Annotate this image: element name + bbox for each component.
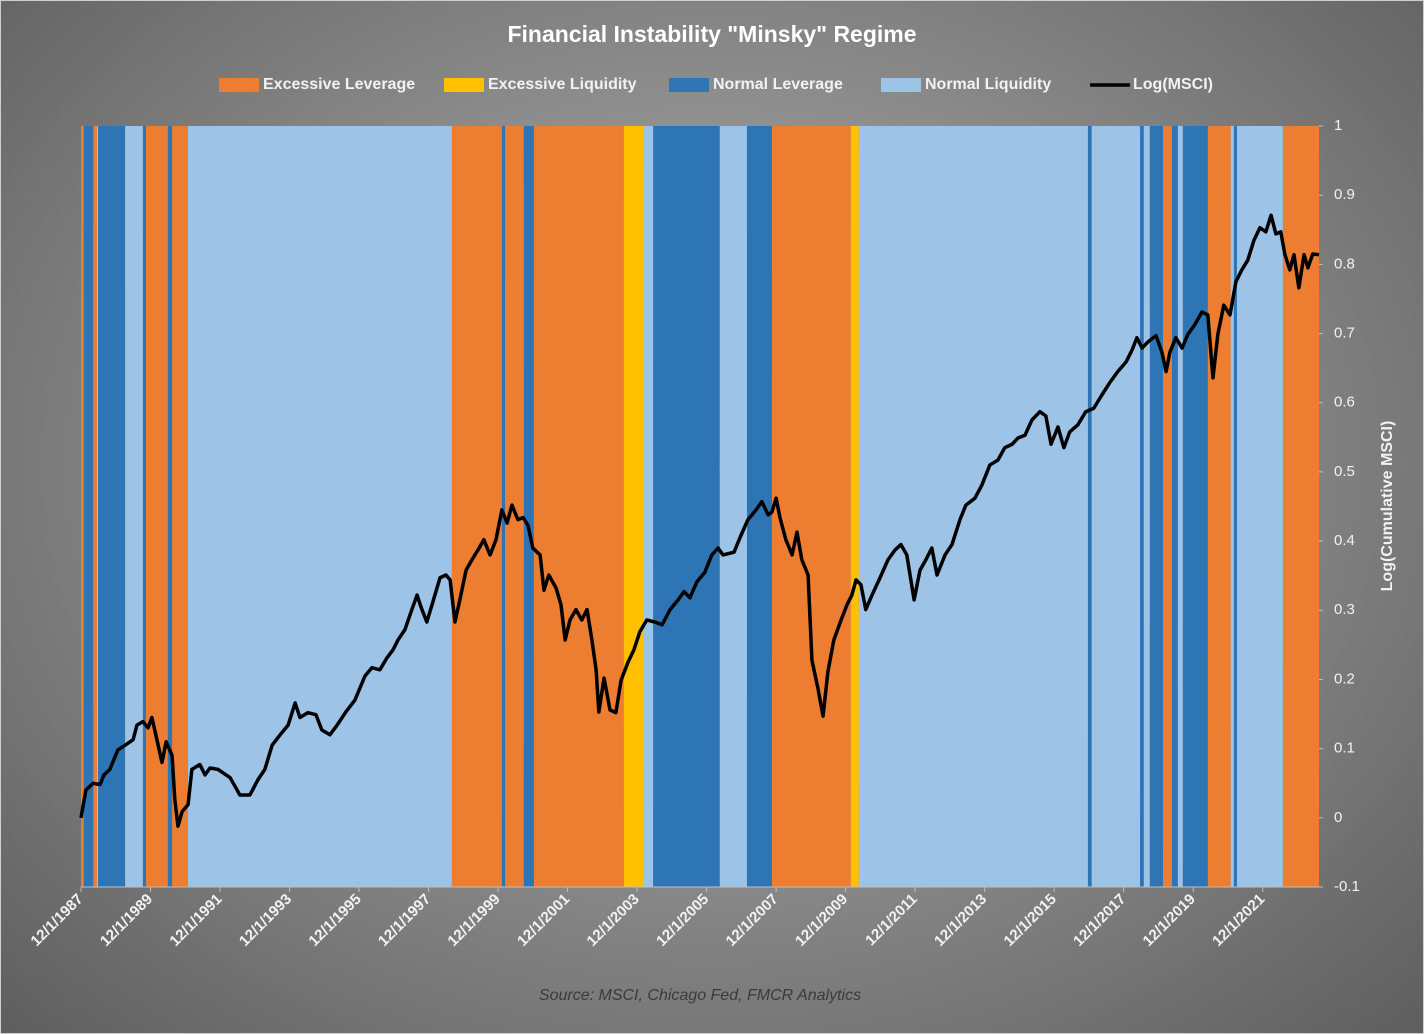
x-tick-label: 12/1/2013 <box>931 891 990 950</box>
y2-tick-label: 0.2 <box>1334 670 1355 687</box>
x-tick-label: 12/1/2021 <box>1209 891 1268 950</box>
legend-label: Excessive Leverage <box>263 76 415 93</box>
source-note: Source: MSCI, Chicago Fed, FMCR Analytic… <box>539 987 861 1004</box>
regime-band <box>1177 126 1183 887</box>
y2-tick-label: 1 <box>1334 117 1342 134</box>
y2-tick-label: 0.1 <box>1334 740 1355 757</box>
y2-tick-label: 0.3 <box>1334 601 1355 618</box>
regime-band <box>1149 126 1163 887</box>
x-tick-label: 12/1/1997 <box>375 891 434 950</box>
regime-band <box>1162 126 1172 887</box>
regime-band <box>1091 126 1141 887</box>
regime-band <box>145 126 168 887</box>
legend-label: Excessive Liquidity <box>488 76 637 93</box>
regime-band <box>1233 126 1237 887</box>
x-tick-label: 12/1/2017 <box>1070 891 1129 950</box>
regime-band <box>1282 126 1319 887</box>
line-series <box>79 213 1320 828</box>
regime-band <box>81 126 84 887</box>
regime-band <box>98 126 126 887</box>
chart-title: Financial Instability "Minsky" Regime <box>507 21 916 47</box>
regime-bands <box>81 126 1319 887</box>
regime-band <box>167 126 173 887</box>
legend-label: Log(MSCI) <box>1133 76 1213 93</box>
regime-band <box>523 126 534 887</box>
legend-swatch <box>219 78 259 92</box>
legend-label: Normal Liquidity <box>925 76 1051 93</box>
legend-swatch <box>444 78 484 92</box>
y2-tick-label: 0.4 <box>1334 532 1355 549</box>
x-tick-label: 12/1/1993 <box>236 891 295 950</box>
x-tick-label: 12/1/1999 <box>444 891 503 950</box>
regime-band <box>451 126 502 887</box>
regime-band <box>644 126 654 887</box>
regime-band <box>858 126 1088 887</box>
x-tick-label: 12/1/2019 <box>1140 891 1199 950</box>
y2-tick-label: 0 <box>1334 809 1342 826</box>
regime-band <box>1087 126 1092 887</box>
legend-swatch <box>881 78 921 92</box>
y2-tick-label: 0.8 <box>1334 255 1355 272</box>
legend: Excessive Leverage Excessive Liquidity Nor… <box>219 76 1213 93</box>
regime-band <box>501 126 506 887</box>
x-tick-label: 12/1/2003 <box>584 891 643 950</box>
regime-band <box>1182 126 1208 887</box>
regime-band <box>188 126 452 887</box>
x-tick-label: 12/1/2015 <box>1001 891 1060 950</box>
y2-tick-label: 0.6 <box>1334 394 1355 411</box>
regime-band <box>1236 126 1283 887</box>
regime-band <box>83 126 94 887</box>
x-tick-label: 12/1/2005 <box>653 891 712 950</box>
x-tick-label: 12/1/2007 <box>723 891 782 950</box>
regime-band <box>142 126 146 887</box>
y2-axis-title: Log(Cumulative MSCI) <box>1379 421 1396 592</box>
regime-band <box>850 126 859 887</box>
regime-band <box>96 126 99 887</box>
regime-band <box>1171 126 1178 887</box>
legend-label: Normal Leverage <box>713 76 843 93</box>
x-tick-label: 12/1/1991 <box>166 891 225 950</box>
legend-swatch <box>669 78 709 92</box>
regime-band <box>533 126 624 887</box>
regime-band <box>719 126 747 887</box>
regime-band <box>1140 126 1144 887</box>
y2-tick-label: 0.5 <box>1334 463 1355 480</box>
y2-tick-label: 0.7 <box>1334 325 1355 342</box>
x-tick-label: 12/1/2009 <box>792 891 851 950</box>
y2-tick-label: 0.9 <box>1334 186 1355 203</box>
regime-band <box>93 126 97 887</box>
x-tick-label: 12/1/1995 <box>305 891 364 950</box>
regime-band <box>771 126 851 887</box>
regime-band <box>1207 126 1231 887</box>
regime-band <box>653 126 720 887</box>
regime-band <box>1230 126 1234 887</box>
regime-band <box>1143 126 1150 887</box>
x-tick-label: 12/1/2001 <box>514 891 573 950</box>
y2-tick-label: -0.1 <box>1334 878 1360 895</box>
regime-band <box>125 126 143 887</box>
x-tick-label: 12/1/1987 <box>27 891 86 950</box>
regime-band <box>623 126 645 887</box>
x-tick-label: 12/1/2011 <box>862 891 921 950</box>
x-tick-label: 12/1/1989 <box>97 891 156 950</box>
lines <box>79 213 1320 828</box>
regime-band <box>172 126 189 887</box>
